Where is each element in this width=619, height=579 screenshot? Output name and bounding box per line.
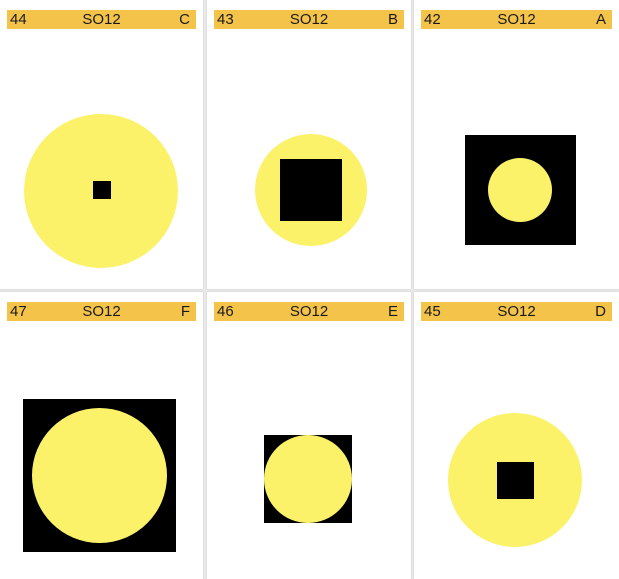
card-code: SO12 — [82, 303, 121, 320]
card-code: SO12 — [497, 303, 536, 320]
card-header-band: 43 SO12 B — [214, 10, 404, 29]
yellow-circle — [488, 158, 552, 222]
card-45: 45 SO12 D — [414, 292, 619, 579]
card-number: 47 — [10, 303, 27, 320]
card-letter: A — [595, 11, 606, 28]
card-letter: B — [387, 11, 398, 28]
card-46: 46 SO12 E — [207, 292, 411, 579]
card-42: 42 SO12 A — [414, 0, 619, 289]
card-number: 42 — [424, 11, 441, 28]
card-47: 47 SO12 F — [0, 292, 203, 579]
card-number: 43 — [217, 11, 234, 28]
card-letter: D — [595, 303, 606, 320]
black-square — [280, 159, 342, 221]
card-letter: E — [387, 303, 398, 320]
card-44: 44 SO12 C — [0, 0, 203, 289]
card-code: SO12 — [289, 11, 329, 28]
yellow-circle — [32, 408, 167, 543]
card-header-band: 47 SO12 F — [7, 302, 196, 321]
card-code: SO12 — [82, 11, 121, 28]
card-number: 44 — [10, 11, 27, 28]
card-header-band: 45 SO12 D — [421, 302, 612, 321]
yellow-circle — [264, 435, 352, 523]
card-number: 46 — [217, 303, 234, 320]
card-letter: C — [179, 11, 190, 28]
card-code: SO12 — [497, 11, 536, 28]
card-header-band: 44 SO12 C — [7, 10, 196, 29]
card-code: SO12 — [289, 303, 329, 320]
black-square — [497, 462, 534, 499]
card-header-band: 46 SO12 E — [214, 302, 404, 321]
card-header-band: 42 SO12 A — [421, 10, 612, 29]
card-number: 45 — [424, 303, 441, 320]
black-square — [93, 181, 111, 199]
card-letter: F — [180, 303, 190, 320]
card-43: 43 SO12 B — [207, 0, 411, 289]
